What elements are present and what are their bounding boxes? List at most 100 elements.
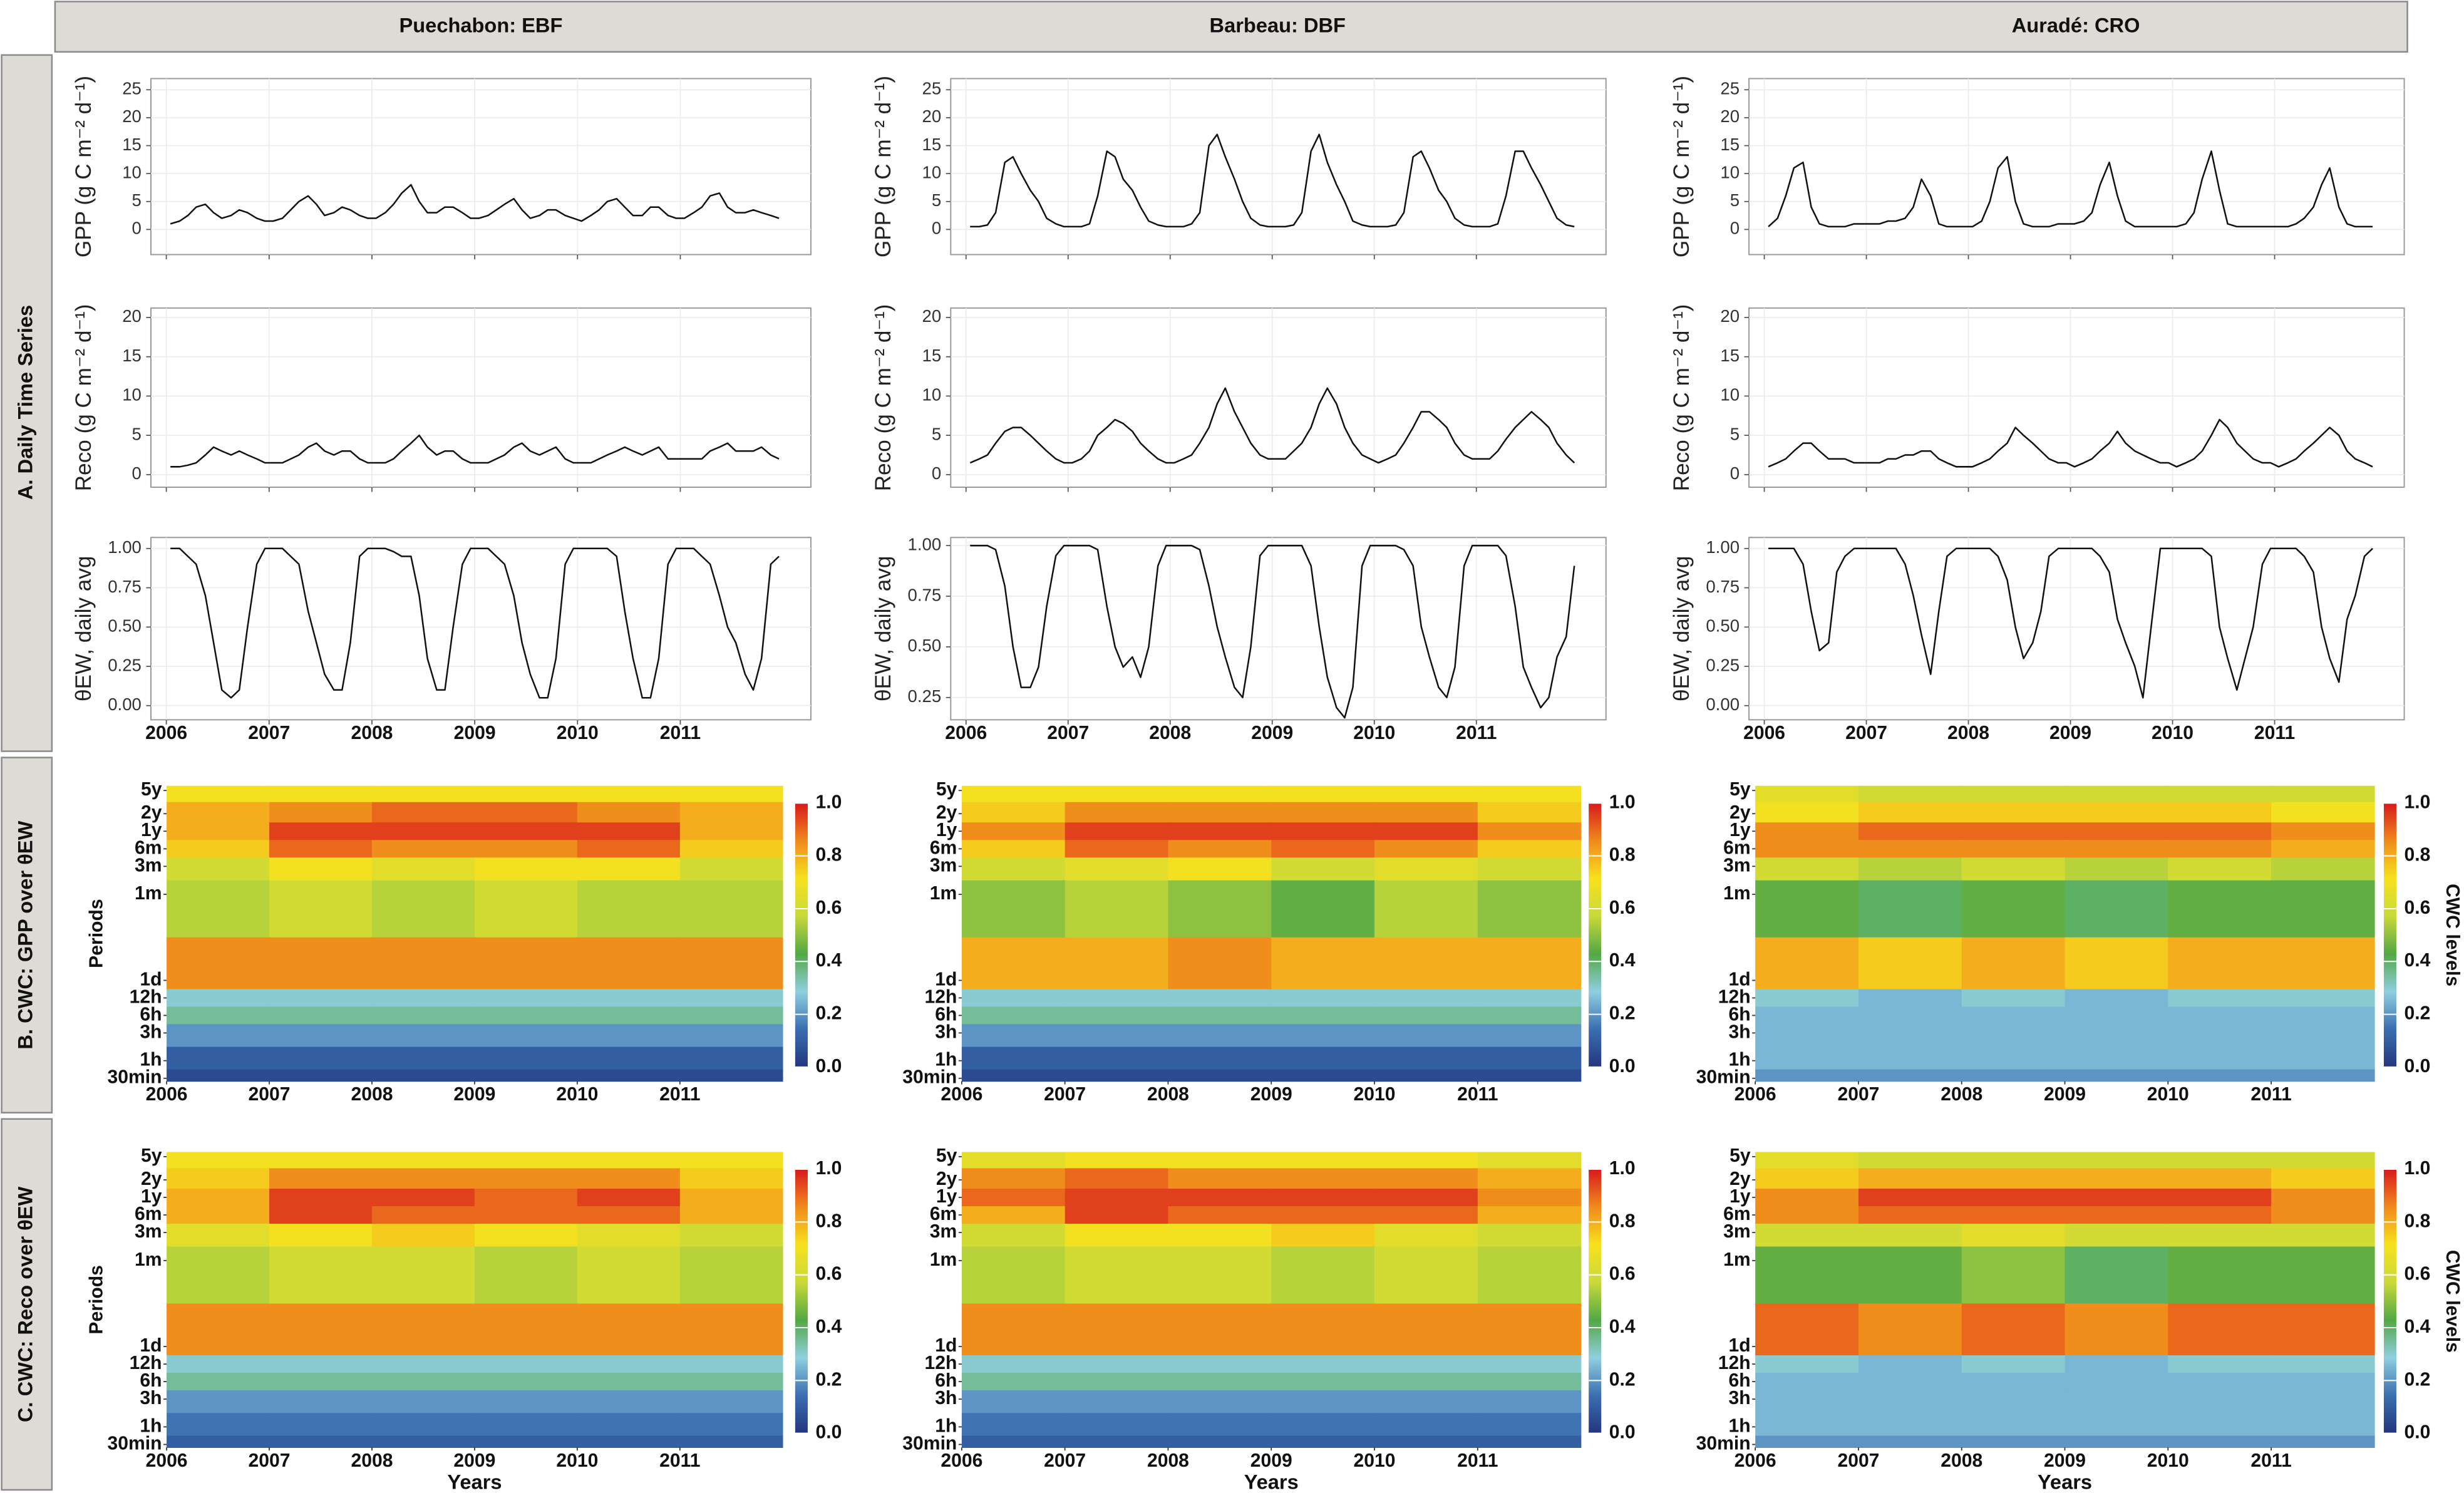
colorbar-tick-label: 0.4 [2405, 1316, 2431, 1337]
y-tick-label: 1h [935, 1415, 957, 1436]
heat-cell [2168, 802, 2272, 824]
y-tick-label: 0.50 [108, 616, 142, 636]
heat-cell [1858, 1355, 1962, 1373]
y-tick-label: 5 [132, 424, 142, 443]
y-tick-label: 0.75 [108, 577, 142, 596]
heat-cell [1961, 1152, 2066, 1169]
heat-cell [371, 1224, 475, 1248]
heat-cell [1064, 1006, 1169, 1025]
heat-cell [371, 989, 475, 1008]
heat-cell [269, 1413, 373, 1437]
heat-cell [2271, 880, 2375, 938]
heat-cell [1271, 1224, 1375, 1248]
heat-cell [679, 1069, 783, 1082]
heat-cell [1961, 822, 2066, 841]
heat-cell [577, 1413, 681, 1437]
heat-cell [679, 1206, 783, 1224]
y-tick-label: 5y [1729, 1145, 1751, 1166]
y-tick-label: 0.75 [1706, 577, 1740, 596]
heat-cell [679, 1046, 783, 1070]
colorbar-tick-label: 1.0 [815, 792, 842, 812]
heat-cell [167, 1413, 270, 1437]
y-tick-label: 1d [935, 1335, 957, 1356]
colorbar-tick-label: 1.0 [1609, 1158, 1636, 1179]
heat-cell [1374, 840, 1478, 859]
heat-cell [2065, 1303, 2169, 1356]
x-tick-label: 2007 [249, 1450, 291, 1471]
y-tick-label: 3m [135, 855, 162, 876]
heat-cell [1374, 1188, 1478, 1207]
x-tick-label: 2008 [351, 723, 393, 743]
colorbar-title: CWC levels [2442, 1250, 2463, 1353]
heat-cell [2065, 1006, 2169, 1025]
y-tick-label: 12h [1718, 986, 1751, 1007]
heat-cell [2168, 1303, 2272, 1356]
heat-cell [1477, 822, 1582, 841]
y-axis-title: Reco (g C m⁻² d⁻¹) [1669, 304, 1694, 492]
heat-cell [167, 1355, 270, 1373]
plot-area [1748, 537, 2405, 721]
heat-cell [1961, 989, 2066, 1008]
y-tick-label: 0 [132, 219, 142, 238]
heat-cell [1271, 1390, 1375, 1414]
heat-cell [1477, 1006, 1582, 1025]
y-tick-label: 0 [932, 463, 941, 483]
heat-cell [577, 1024, 681, 1048]
heat-cell [577, 1355, 681, 1373]
heat-cell [2168, 1152, 2272, 1169]
heat-cell [1755, 1390, 1859, 1414]
x-tick-label: 2006 [1735, 1084, 1776, 1105]
heat-cell [167, 880, 270, 938]
heat-cell [167, 1006, 270, 1025]
heat-cell [474, 840, 578, 859]
heat-cell [961, 1024, 1066, 1048]
heat-cell [2168, 785, 2272, 803]
y-tick-label: 25 [1720, 79, 1740, 98]
heat-cell [961, 1246, 1066, 1304]
heat-cell [167, 1152, 270, 1169]
heat-cell [2065, 1069, 2169, 1082]
heat-cell [1477, 840, 1582, 859]
heat-cell [1961, 785, 2066, 803]
x-tick-label: 2009 [2044, 1450, 2086, 1471]
colorbar [795, 1169, 808, 1434]
heat-cell [1271, 880, 1375, 938]
y-tick-label: 0.50 [1706, 616, 1740, 636]
colorbar-tick-label: 0.0 [1609, 1056, 1636, 1077]
y-tick-label: 3h [935, 1388, 957, 1408]
heat-cell [167, 1206, 270, 1224]
heat-cell [577, 1224, 681, 1248]
heat-cell [167, 802, 270, 824]
heat-cell [167, 1246, 270, 1304]
heat-cell [1168, 1188, 1272, 1207]
heat-cell [1271, 802, 1375, 824]
x-tick-label: 2011 [1457, 1084, 1498, 1105]
heat-cell [371, 1168, 475, 1189]
heat-cell [679, 802, 783, 824]
heat-cell [1755, 1355, 1859, 1373]
heat-cell [1064, 1024, 1169, 1048]
heat-cell [1755, 1303, 1859, 1356]
heat-cell [1168, 1435, 1272, 1448]
heat-cell [1961, 1188, 2066, 1207]
plot-area [150, 537, 812, 721]
y-tick-label: 1y [936, 820, 957, 840]
heat-cell [1374, 937, 1478, 990]
heat-cell [2271, 840, 2375, 859]
heat-cell [2168, 822, 2272, 841]
heat-cell [1271, 1303, 1375, 1356]
heat-cell [1755, 840, 1859, 859]
heat-cell [961, 802, 1066, 824]
heat-cell [1961, 1046, 2066, 1070]
x-tick-label: 2008 [1147, 1084, 1189, 1105]
heat-cell [679, 1390, 783, 1414]
y-tick-label: 6m [930, 1204, 957, 1224]
heat-cell [577, 1168, 681, 1189]
heat-cell [1064, 802, 1169, 824]
heat-cell [577, 1373, 681, 1391]
colorbar-tick-label: 1.0 [815, 1158, 842, 1179]
heat-cell [1858, 880, 1962, 938]
heat-cell [371, 1390, 475, 1414]
heat-cell [1064, 785, 1169, 803]
heat-cell [1477, 1152, 1582, 1169]
